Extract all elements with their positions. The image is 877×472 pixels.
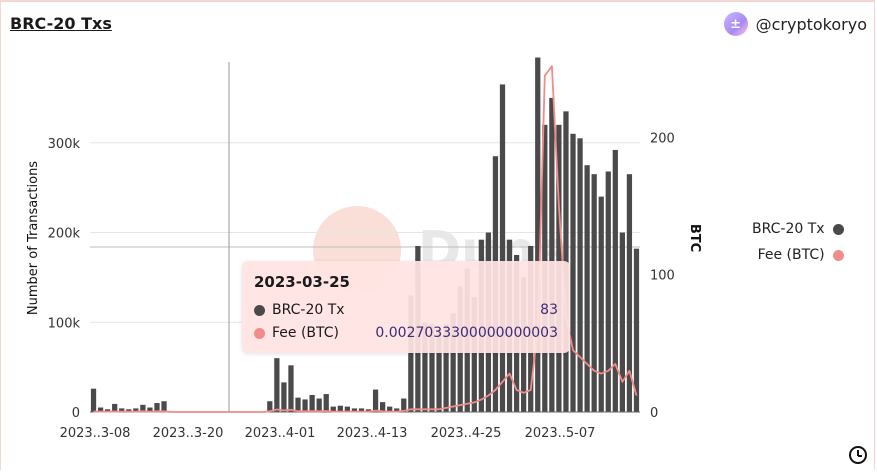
- bar: [323, 394, 329, 412]
- y-axis-left-title: Number of Transactions: [26, 161, 41, 315]
- legend-dot-icon: [832, 249, 844, 261]
- bar: [281, 382, 287, 412]
- legend-dot-icon: [832, 223, 844, 235]
- bar: [408, 295, 414, 412]
- bar: [612, 149, 618, 412]
- avatar: ±: [723, 12, 748, 36]
- bar: [330, 406, 336, 412]
- bar: [380, 402, 386, 412]
- bar: [274, 358, 280, 412]
- bar: [577, 138, 583, 413]
- bar: [429, 324, 435, 412]
- x-tick-label: 2023..3-20: [153, 426, 224, 441]
- y-right-tick-label: 100: [650, 269, 675, 284]
- bar: [154, 403, 160, 412]
- bar: [422, 322, 428, 412]
- bar: [499, 84, 506, 412]
- y-axis-right-title: BTC: [687, 224, 702, 252]
- x-tick-label: 2023..4-13: [337, 426, 408, 441]
- bar: [90, 388, 97, 412]
- bar: [591, 174, 597, 412]
- y-axis-left: 0 100k 200k 300k: [48, 137, 81, 421]
- bar: [436, 329, 442, 412]
- bar: [302, 399, 308, 412]
- bar: [97, 407, 104, 412]
- x-tick-label: 2023..5-07: [525, 426, 596, 441]
- x-axis: 2023..3-08 2023..3-20 2023..4-01 2023..4-13…: [60, 426, 596, 441]
- y-left-tick-label: 100k: [48, 316, 81, 331]
- y-axis-right: 0 100 200: [650, 131, 675, 421]
- bar: [119, 408, 125, 412]
- tooltip-value: 83: [540, 302, 558, 318]
- author-badge[interactable]: ± @cryptokoryo: [723, 12, 867, 36]
- legend-item-brc20-tx[interactable]: BRC-20 Tx: [752, 216, 844, 242]
- author-name: @cryptokoryo: [755, 14, 867, 34]
- legend-item-fee[interactable]: Fee (BTC): [752, 242, 844, 268]
- circle-icon: [254, 327, 265, 339]
- bar: [344, 406, 350, 412]
- y-left-tick-label: 200k: [48, 227, 81, 242]
- bar: [605, 171, 611, 412]
- legend-label: BRC-20 Tx: [752, 221, 825, 237]
- bar: [351, 408, 358, 412]
- tooltip-date: 2023-03-25: [254, 273, 350, 291]
- bar: [535, 57, 541, 413]
- bar: [626, 174, 633, 412]
- bar: [105, 409, 111, 412]
- bar: [140, 404, 146, 412]
- bar: [365, 409, 372, 412]
- bar: [570, 133, 576, 413]
- bar: [133, 408, 139, 412]
- bar: [288, 365, 294, 412]
- circle-icon: [254, 304, 265, 316]
- x-tick-label: 2023..4-01: [245, 426, 316, 441]
- tooltip-row-brc20: BRC-20 Tx 83: [254, 302, 558, 318]
- bar: [337, 405, 343, 412]
- tooltip-label: Fee (BTC): [272, 325, 339, 341]
- legend: BRC-20 Tx Fee (BTC): [752, 216, 844, 268]
- fee-line-series: [93, 65, 638, 413]
- clock-icon[interactable]: [849, 446, 867, 464]
- legend-label: Fee (BTC): [757, 247, 825, 263]
- tooltip-row-fee: Fee (BTC) 0.0027033300000000003: [254, 325, 558, 341]
- bar: [387, 406, 393, 412]
- x-tick-label: 2023..3-08: [60, 426, 131, 441]
- bar: [619, 232, 625, 412]
- tooltip: 2023-03-25 BRC-20 Tx 83 Fee (BTC) 0.0027…: [242, 261, 570, 353]
- bar: [471, 297, 477, 412]
- bar: [358, 408, 365, 412]
- bar: [126, 409, 132, 412]
- y-left-tick-label: 300k: [48, 137, 81, 152]
- bar: [316, 398, 322, 412]
- bar: [394, 408, 400, 412]
- y-right-tick-label: 0: [650, 406, 658, 421]
- bar: [401, 398, 407, 412]
- bar: [633, 248, 640, 412]
- bar: [372, 389, 379, 412]
- fee-line: [93, 65, 638, 413]
- bar: [549, 97, 555, 413]
- bar: [295, 397, 301, 412]
- bar: [267, 401, 273, 412]
- bar: [112, 403, 118, 412]
- bar: [598, 196, 604, 412]
- chart-title[interactable]: BRC-20 Txs: [10, 14, 112, 33]
- bar: [161, 401, 167, 412]
- tooltip-value: 0.0027033300000000003: [375, 325, 558, 341]
- x-tick-label: 2023..4-25: [431, 426, 502, 441]
- y-left-tick-label: 0: [72, 406, 80, 421]
- bar: [443, 324, 449, 412]
- bar: [309, 394, 315, 412]
- y-right-tick-label: 200: [650, 131, 675, 146]
- bar: [147, 407, 153, 412]
- tooltip-label: BRC-20 Tx: [272, 302, 345, 318]
- bar: [584, 165, 590, 412]
- bar: [450, 313, 456, 412]
